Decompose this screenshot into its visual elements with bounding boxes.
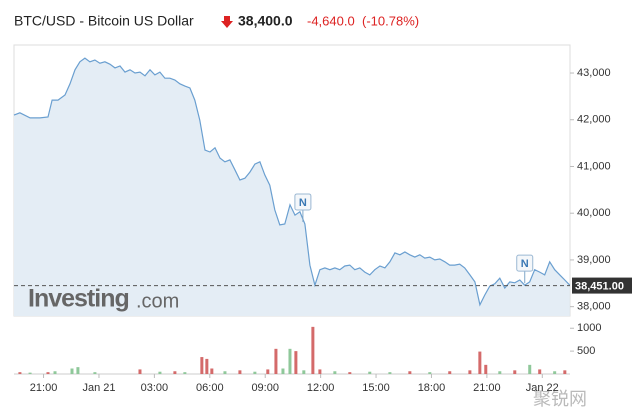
volume-bar — [93, 372, 97, 374]
price-line — [13, 57, 571, 307]
volume-bar — [183, 372, 187, 374]
volume-bar — [563, 370, 567, 374]
volume-bar — [538, 369, 542, 374]
volume-bar — [70, 368, 74, 374]
volume-bar — [46, 372, 50, 374]
volume-bar — [553, 371, 557, 374]
x-tick-label: 12:00 — [307, 382, 335, 394]
volume-bar — [484, 364, 488, 374]
last-price-label: 38,451.00 — [575, 280, 624, 292]
volume-bar — [173, 371, 177, 374]
y-tick-label: 43,000 — [577, 67, 611, 79]
volume-bar — [238, 370, 242, 374]
volume-bar — [200, 357, 204, 374]
x-tick-label: 18:00 — [418, 382, 446, 394]
volume-bar — [205, 358, 209, 374]
watermark-logo: Investing — [28, 285, 129, 313]
x-tick-label: 09:00 — [251, 382, 279, 394]
y-tick-label: 42,000 — [577, 114, 611, 126]
volume-bar — [368, 371, 372, 374]
volume-bar — [528, 364, 532, 374]
volume-bar — [318, 369, 322, 374]
x-tick-label: 03:00 — [141, 382, 169, 394]
volume-bar — [274, 348, 278, 374]
x-tick-label: Jan 22 — [526, 382, 559, 394]
watermark-domain: .com — [136, 290, 179, 312]
instrument-name: BTC/USD - Bitcoin US Dollar — [14, 13, 194, 29]
volume-bar — [311, 326, 315, 374]
y-tick-label: 41,000 — [577, 160, 611, 172]
volume-bar — [76, 367, 80, 374]
annotation-label: N — [521, 258, 529, 270]
change: -4,640.0 — [307, 13, 355, 28]
volume-bar — [294, 351, 298, 374]
last-price-tag — [572, 277, 632, 294]
y-tick-label: 40,000 — [577, 207, 611, 219]
volume-bar — [223, 371, 227, 374]
volume-bar — [428, 372, 432, 374]
volume-bar — [138, 369, 142, 374]
volume-bar — [333, 371, 337, 374]
volume-bar — [158, 371, 162, 374]
annotation-flag — [516, 254, 534, 272]
overlay-watermark: 聚锐网 — [533, 389, 587, 409]
price: 38,400.0 — [238, 13, 293, 29]
volume-bar — [288, 348, 292, 374]
x-tick-label: 15:00 — [362, 382, 390, 394]
price-area — [14, 58, 570, 316]
volume-tick-label: 500 — [577, 345, 595, 357]
volume-bar — [18, 372, 22, 374]
volume-bar — [388, 372, 392, 374]
volume-bar — [478, 351, 482, 374]
volume-bar — [210, 368, 214, 374]
x-tick-label: 21:00 — [30, 382, 58, 394]
volume-bar — [448, 371, 452, 374]
y-tick-label: 38,000 — [577, 301, 611, 313]
volume-bar — [281, 368, 285, 374]
down-arrow — [221, 16, 233, 28]
volume-bar — [53, 371, 57, 374]
y-tick-label: 39,000 — [577, 254, 611, 266]
volume-tick-label: 1000 — [577, 322, 601, 334]
volume-bar — [28, 372, 32, 374]
volume-bar — [498, 371, 502, 374]
annotation-flag — [294, 193, 312, 211]
volume-bar — [468, 370, 472, 374]
volume-bar — [253, 371, 257, 374]
volume-bar — [408, 371, 412, 374]
x-tick-label: 06:00 — [196, 382, 224, 394]
volume-bar — [513, 370, 517, 374]
volume-bar — [302, 370, 306, 374]
volume-bar — [348, 372, 352, 374]
x-tick-label: Jan 21 — [82, 382, 115, 394]
change-percent: (-10.78%) — [362, 13, 419, 28]
x-tick-label: 21:00 — [473, 382, 501, 394]
volume-bar — [266, 369, 270, 374]
annotation-label: N — [299, 197, 307, 209]
